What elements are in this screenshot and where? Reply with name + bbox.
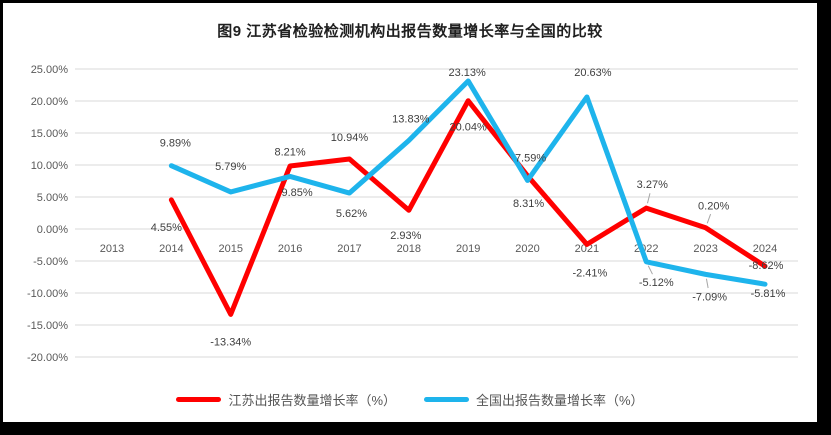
data-label-jiangsu: -5.81%: [751, 288, 786, 300]
data-label-jiangsu: 9.85%: [281, 187, 312, 199]
y-axis-tick-label: 25.00%: [31, 64, 69, 76]
y-axis-tick-label: 10.00%: [31, 160, 69, 172]
x-axis-year-label: 2023: [693, 243, 717, 255]
series-line-jiangsu: [168, 98, 768, 317]
x-axis-year-label: 2018: [397, 243, 421, 255]
chart-legend: 江苏出报告数量增长率（%） 全国出报告数量增长率（%）: [3, 389, 817, 409]
y-axis-tick-label: -20.00%: [27, 352, 68, 364]
data-label-national: 20.63%: [574, 67, 612, 79]
data-label-leader-line: [647, 265, 653, 275]
x-axis-year-label: 2015: [218, 243, 242, 255]
national-series-swatch: [424, 396, 469, 402]
chart-canvas: 25.00% 20.00% 15.00% 10.00% 5.00% 0.00% -5.00%…: [3, 3, 817, 422]
data-label-jiangsu: 8.31%: [513, 198, 544, 210]
x-axis-year-label: 2024: [753, 243, 777, 255]
y-axis-tick-label: -5.00%: [33, 256, 68, 268]
data-label-national: 5.62%: [336, 208, 367, 220]
y-axis-tick-label: -15.00%: [27, 320, 68, 332]
data-label-jiangsu: 20.04%: [450, 122, 488, 134]
y-axis-tick-label: 5.00%: [37, 192, 68, 204]
data-label-jiangsu: -2.41%: [572, 267, 607, 279]
legend-item-national: 全国出报告数量增长率（%）: [424, 390, 644, 409]
chart-title: 图9 江苏省检验检测机构出报告数量增长率与全国的比较: [217, 23, 603, 40]
data-label-national: 7.59%: [515, 152, 546, 164]
data-label-jiangsu: 10.94%: [331, 132, 369, 144]
data-label-national: 9.89%: [160, 138, 191, 150]
data-label-leader-line: [705, 278, 709, 289]
data-label-jiangsu: 0.20%: [698, 201, 729, 213]
data-label-national: 8.21%: [274, 146, 305, 158]
data-label-national: 23.13%: [449, 67, 487, 79]
data-label-jiangsu: -13.34%: [210, 336, 251, 348]
line-chart-plot: 25.00% 20.00% 15.00% 10.00% 5.00% 0.00% -5.00%…: [27, 64, 798, 364]
data-label-national: -5.12%: [639, 277, 674, 289]
x-axis-year-label: 2020: [515, 243, 539, 255]
legend-label-national: 全国出报告数量增长率（%）: [476, 392, 644, 408]
y-axis-tick-label: 15.00%: [31, 128, 69, 140]
legend-item-jiangsu: 江苏出报告数量增长率（%）: [176, 390, 396, 409]
x-axis-year-label: 2013: [100, 243, 124, 255]
data-label-jiangsu: 3.27%: [637, 179, 668, 191]
y-axis-tick-label: -10.00%: [27, 288, 68, 300]
x-axis-year-label: 2016: [278, 243, 302, 255]
data-label-national: 13.83%: [392, 113, 430, 125]
data-label-jiangsu: 4.55%: [151, 222, 182, 234]
data-label-national: -7.09%: [692, 291, 727, 303]
data-label-jiangsu: 2.93%: [390, 230, 421, 242]
y-axis-tick-label: 20.00%: [31, 96, 69, 108]
legend-label-jiangsu: 江苏出报告数量增长率（%）: [228, 392, 396, 408]
data-label-leader-line: [646, 193, 651, 204]
series-line-national: [168, 78, 768, 287]
data-label-national: -8.62%: [749, 260, 784, 272]
x-axis-year-label: 2014: [159, 243, 183, 255]
y-axis-tick-label: 0.00%: [37, 224, 68, 236]
x-axis-year-label: 2019: [456, 243, 480, 255]
data-label-national: 5.79%: [215, 161, 246, 173]
jiangsu-series-swatch: [176, 396, 222, 402]
x-axis-year-label: 2017: [337, 243, 361, 255]
x-axis-year-label: 2021: [575, 243, 599, 255]
data-label-leader-line: [706, 213, 712, 224]
